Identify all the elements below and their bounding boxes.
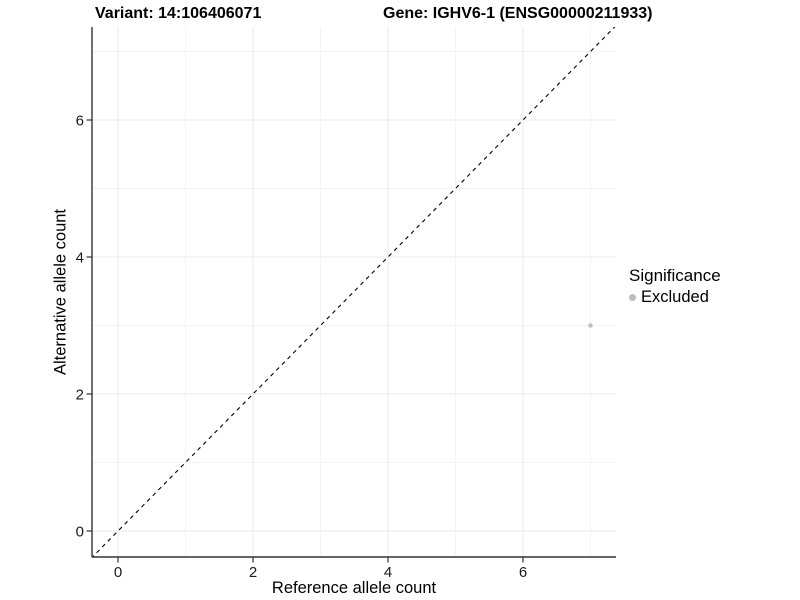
- x-axis-title: Reference allele count: [271, 579, 437, 597]
- y-tick-label: 6: [76, 113, 84, 130]
- identity-line: [92, 27, 616, 557]
- data-point: [588, 323, 593, 328]
- legend: Significance Excluded: [629, 266, 721, 307]
- legend-item-excluded: Excluded: [629, 288, 721, 307]
- x-tick-label: 2: [249, 564, 257, 581]
- x-tick-label: 6: [519, 564, 527, 581]
- x-tick-label: 4: [384, 564, 392, 581]
- legend-item-label: Excluded: [641, 288, 709, 306]
- legend-title: Significance: [629, 266, 721, 285]
- y-tick-label: 4: [76, 250, 84, 267]
- y-tick-label: 2: [76, 387, 84, 404]
- x-tick-label: 0: [114, 564, 122, 581]
- y-axis-title: Alternative allele count: [51, 208, 70, 376]
- plot-title-gene: Gene: IGHV6-1 (ENSG00000211933): [383, 5, 653, 22]
- excluded-point-icon: [629, 294, 636, 301]
- y-tick-label: 0: [76, 524, 84, 541]
- plot-title-variant: Variant: 14:106406071: [95, 5, 262, 22]
